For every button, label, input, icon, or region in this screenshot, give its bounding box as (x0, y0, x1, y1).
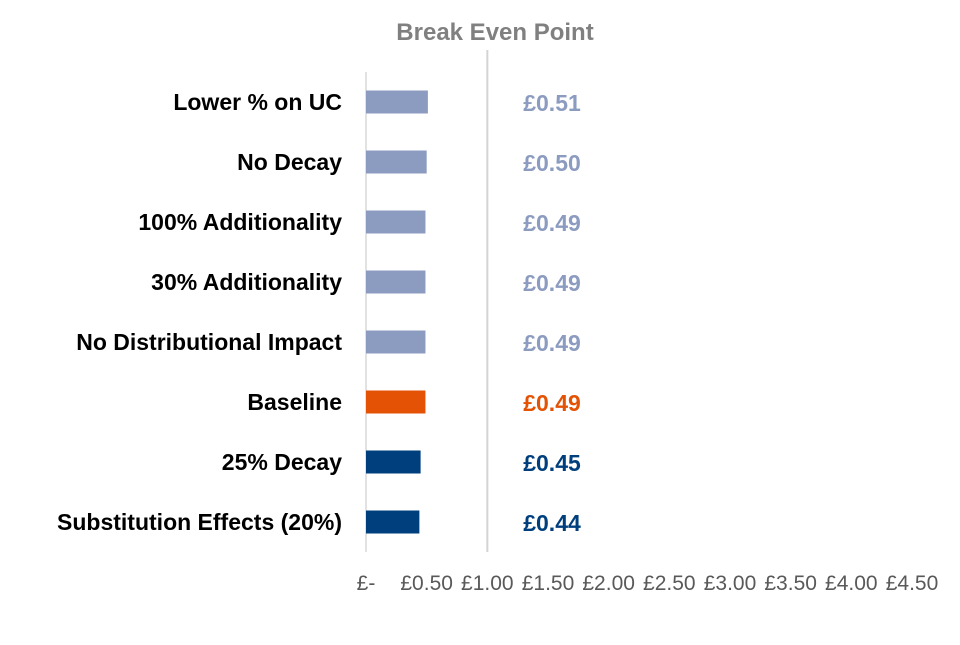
bar (366, 390, 426, 414)
data-label: £0.49 (523, 390, 581, 416)
bar (366, 450, 421, 474)
bar (366, 90, 428, 114)
category-label: Substitution Effects (20%) (57, 509, 342, 535)
category-label: Lower % on UC (173, 89, 342, 115)
category-label: 30% Additionality (151, 269, 342, 295)
category-labels-group: Lower % on UC No Decay 100% Additionality 3… (57, 89, 342, 535)
data-label: £0.49 (523, 270, 581, 296)
data-label: £0.49 (523, 330, 581, 356)
data-label: £0.51 (523, 90, 581, 116)
category-label: 25% Decay (222, 449, 342, 475)
x-tick-label: £4.50 (886, 572, 939, 595)
bars-group (366, 90, 428, 534)
x-tick-label: £4.00 (825, 572, 878, 595)
category-label: No Distributional Impact (76, 329, 342, 355)
category-label: No Decay (237, 149, 342, 175)
bar (366, 210, 426, 234)
x-tick-label: £1.50 (522, 572, 575, 595)
value-labels-group: £0.51 £0.50 £0.49 £0.49 £0.49 £0.49 £0.45 £0.44 (523, 90, 581, 536)
category-label: 100% Additionality (138, 209, 342, 235)
bar (366, 330, 426, 354)
data-label: £0.50 (523, 150, 581, 176)
data-label: £0.49 (523, 210, 581, 236)
x-tick-label: £2.00 (582, 572, 635, 595)
data-label: £0.45 (523, 450, 581, 476)
x-tick-label: £1.00 (461, 572, 514, 595)
data-label: £0.44 (523, 510, 581, 536)
bar (366, 510, 420, 534)
bar (366, 270, 426, 294)
x-tick-label: £3.00 (704, 572, 757, 595)
x-tick-label: £3.50 (764, 572, 817, 595)
x-tick-label: £- (357, 572, 376, 595)
category-label: Baseline (247, 389, 342, 415)
reference-line-label: Break Even Point (396, 19, 593, 46)
bar (366, 150, 427, 174)
x-tick-label: £0.50 (400, 572, 453, 595)
x-tick-label: £2.50 (643, 572, 696, 595)
x-tick-labels-group: £- £0.50 £1.00 £1.50 £2.00 £2.50 £3.00 £3.50 £4.… (357, 572, 939, 595)
